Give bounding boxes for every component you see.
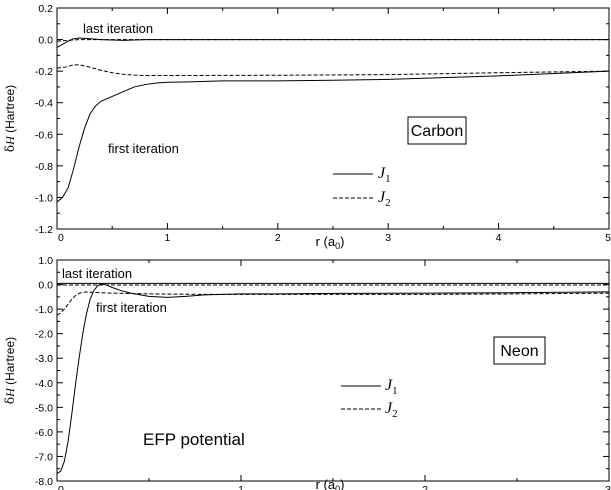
y-tick-label: -1.0 (35, 192, 53, 204)
y-tick-label: -7.0 (35, 451, 53, 463)
x-tick-label: 1 (238, 484, 244, 490)
legend-label: J2 (385, 400, 398, 420)
y-tick-label: -5.0 (35, 402, 53, 414)
x-tick-label: 3 (605, 484, 611, 490)
x-axis-label: r (a0) (316, 477, 345, 490)
y-tick-label: 0.0 (38, 35, 53, 47)
panel-carbon: 0 1 2 3 4 5 0.2 0.0 -0.2 -0.4 -0.6 -0.8 -1.0 -1.2 r (a… (3, 3, 611, 251)
x-tick-label: 2 (275, 232, 281, 244)
element-name-label: Carbon (411, 123, 463, 140)
y-tick-label: -1.2 (35, 224, 53, 236)
x-axis-label: r (a0) (316, 234, 345, 251)
x-tick-label: 0 (58, 484, 64, 490)
y-tick-label: -0.2 (35, 66, 53, 78)
y-tick-label: -2.0 (35, 329, 53, 341)
y-tick-label: -1.0 (35, 304, 53, 316)
legend-label: J1 (385, 377, 398, 397)
y-tick-label: -0.8 (35, 161, 53, 173)
y-tick-label: -0.6 (35, 129, 53, 141)
y-tick-label: -3.0 (35, 353, 53, 365)
panel-neon: 0 1 2 3 1.0 0.0 -1.0 -2.0 -3.0 -4.0 -5.0 -6.0 -7.0 -8… (3, 255, 611, 490)
y-axis-label: δH (Hartree) (3, 85, 17, 152)
y-tick-label: 1.0 (38, 255, 53, 267)
series-line (57, 65, 609, 76)
annotation-label: first iteration (108, 141, 179, 156)
element-name-label: Neon (500, 343, 538, 360)
x-tick-label: 0 (58, 232, 64, 244)
x-tick-label: 2 (422, 484, 428, 490)
y-tick-label: 0.0 (38, 280, 53, 292)
y-tick-label: -4.0 (35, 378, 53, 390)
annotation-label: EFP potential (143, 430, 245, 449)
y-tick-label: -6.0 (35, 427, 53, 439)
annotation-label: last iteration (83, 21, 153, 36)
y-tick-label: -0.4 (35, 98, 53, 110)
legend-label: J2 (378, 189, 391, 209)
annotation-label: last iteration (62, 266, 132, 281)
x-tick-label: 5 (605, 232, 611, 244)
x-tick-label: 1 (164, 232, 170, 244)
plot-frame (57, 8, 609, 229)
y-tick-label: -8.0 (35, 476, 53, 488)
series-line (57, 71, 609, 202)
legend-label: J1 (378, 165, 391, 185)
annotation-label: first iteration (96, 300, 167, 315)
x-tick-label: 4 (496, 232, 502, 244)
x-tick-label: 3 (385, 232, 391, 244)
y-tick-label: 0.2 (38, 3, 53, 15)
y-axis-label: δH (Hartree) (3, 337, 17, 404)
